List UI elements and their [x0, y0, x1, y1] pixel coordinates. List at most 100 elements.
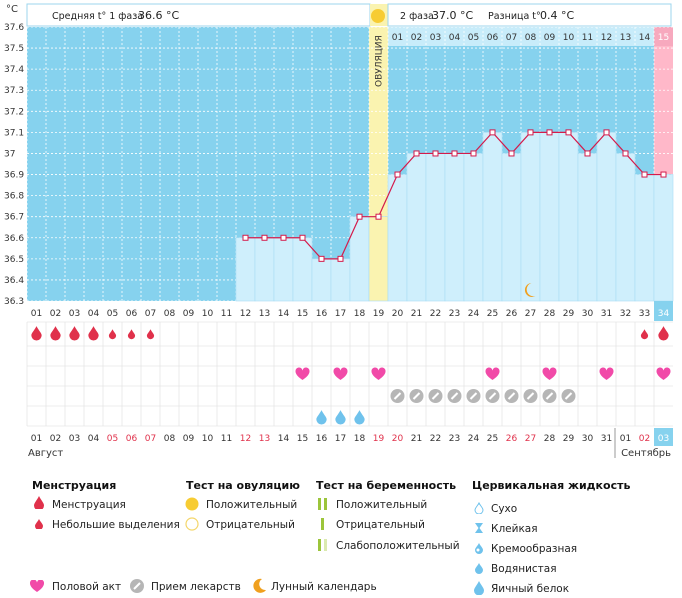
calendar-date: 26 [506, 434, 518, 444]
ovulation-label: ОВУЛЯЦИЯ [375, 35, 385, 87]
legend-medication-icon [130, 579, 144, 596]
phase1-label: Средняя t° 1 фаза [52, 11, 143, 22]
y-tick-label: 36.4 [4, 276, 24, 286]
phase2-day-cell [597, 27, 616, 46]
legend-moon: Лунный календарь [271, 581, 377, 593]
temperature-point [451, 150, 458, 157]
calendar-date: 08 [164, 434, 176, 444]
phase2-day-label: 14 [639, 33, 651, 43]
phase2-day-cell [540, 27, 559, 46]
medication-pill-mark [450, 392, 459, 400]
calendar-date: 03 [69, 434, 80, 444]
calendar-date: 05 [107, 434, 118, 444]
phase2-value: 37.0 °C [432, 9, 473, 22]
medication-pill-mark [564, 392, 573, 400]
medication-pill-mark [507, 392, 516, 400]
temperature-bar [387, 174, 408, 302]
phase2-day-cell [445, 27, 464, 46]
x-tick-label: 27 [525, 309, 536, 319]
diff-value: 0.4 °C [540, 9, 574, 22]
temperature-point [413, 150, 420, 157]
ovulation-sun-icon [371, 9, 385, 23]
temperature-point [356, 213, 363, 220]
y-tick-label: 36.7 [4, 213, 24, 223]
medication-pill-mark [545, 392, 554, 400]
calendar-date: 28 [544, 434, 556, 444]
y-axis: 36.3 36.4 36.5 36.6 36.7 36.8 36.9 37 37.1 37.2 37… [4, 23, 24, 307]
calendar-date: 13 [259, 434, 270, 444]
temperature-point [470, 150, 477, 157]
calendar-date: 01 [620, 434, 631, 444]
temperature-line [242, 129, 667, 297]
temperature-bar [406, 153, 427, 302]
x-tick-label: 16 [316, 309, 328, 319]
temperature-point [546, 129, 553, 136]
medication-pill-mark [393, 392, 402, 400]
x-tick-label: 26 [506, 309, 518, 319]
calendar-date: 17 [335, 434, 346, 444]
legend-menstruation-icon [34, 496, 44, 512]
unit-label: °C [6, 4, 18, 15]
y-tick-label: 37.4 [4, 65, 24, 75]
phase1-value: 36.6 °C [138, 9, 179, 22]
phase2-day-label: 07 [506, 33, 517, 43]
y-tick-label: 36.3 [4, 297, 24, 307]
x-tick-label: 06 [126, 309, 138, 319]
temperature-bar [577, 153, 598, 302]
phase2-day-label: 02 [411, 33, 422, 43]
x-tick-label: 14 [278, 309, 290, 319]
temperature-bar [254, 237, 275, 302]
calendar-date: 18 [354, 434, 366, 444]
temperature-bar [368, 216, 389, 302]
x-tick-label: 02 [50, 309, 61, 319]
phase2-day-cell [464, 27, 483, 46]
temperature-bar [539, 132, 560, 302]
calendar-date: 29 [563, 434, 575, 444]
calendar-date: 10 [202, 434, 214, 444]
legend-intercourse-icon [29, 579, 45, 596]
x-tick-label: 17 [335, 309, 346, 319]
temperature-point [337, 255, 344, 262]
spotting-drop-icon [640, 329, 649, 340]
spotting-drop-icon [127, 329, 136, 340]
x-tick-label: 18 [354, 309, 366, 319]
x-tick-label: 07 [145, 309, 156, 319]
phase2-day-label: 05 [468, 33, 479, 43]
calendar-date: 11 [221, 434, 232, 444]
legend-eggwhite: Яичный белок [491, 583, 570, 595]
temperature-point [660, 171, 667, 178]
temperature-bar [558, 132, 579, 302]
x-axis-cycle-days: 01 02 03 04 05 06 07 08 09 10 11 12 13 14 15 16 17 18 19 20… [31, 301, 673, 321]
menstruation-drop-icon [31, 326, 42, 341]
intercourse-heart-icon [295, 367, 310, 380]
calendar-date: 09 [183, 434, 195, 444]
temperature-point [584, 150, 591, 157]
temperature-bar [444, 153, 465, 302]
calendar-date: 30 [582, 434, 594, 444]
eggwhite-drop-icon [335, 410, 346, 425]
y-tick-label: 36.8 [4, 192, 24, 202]
phase2-day-cell [521, 27, 540, 46]
y-tick-label: 37.2 [4, 107, 24, 117]
x-tick-label: 10 [202, 309, 214, 319]
current-day-highlight [654, 301, 673, 321]
x-tick-label: 15 [297, 309, 308, 319]
calendar-date: 12 [240, 434, 251, 444]
legend-cervical-header: Цервикальная жидкость [472, 479, 631, 492]
phase2-day-label: 09 [544, 33, 556, 43]
phase2-day-cell [559, 27, 578, 46]
x-tick-label: 25 [487, 309, 498, 319]
intercourse-heart-icon [485, 367, 500, 380]
temperature-bar [425, 153, 446, 302]
medication-pill-mark [412, 392, 421, 400]
x-tick-label: 05 [107, 309, 118, 319]
phase2-day-label: 06 [487, 33, 499, 43]
temperature-bar [653, 174, 674, 302]
temperature-bar [520, 132, 541, 302]
phase2-day-label: 11 [582, 33, 593, 43]
legend-preg-positive-icon [318, 498, 328, 513]
temperature-point [375, 213, 382, 220]
phase2-day-label: 13 [620, 33, 631, 43]
y-tick-label: 36.9 [4, 171, 24, 181]
month-right-label: Сентябрь [621, 448, 671, 459]
